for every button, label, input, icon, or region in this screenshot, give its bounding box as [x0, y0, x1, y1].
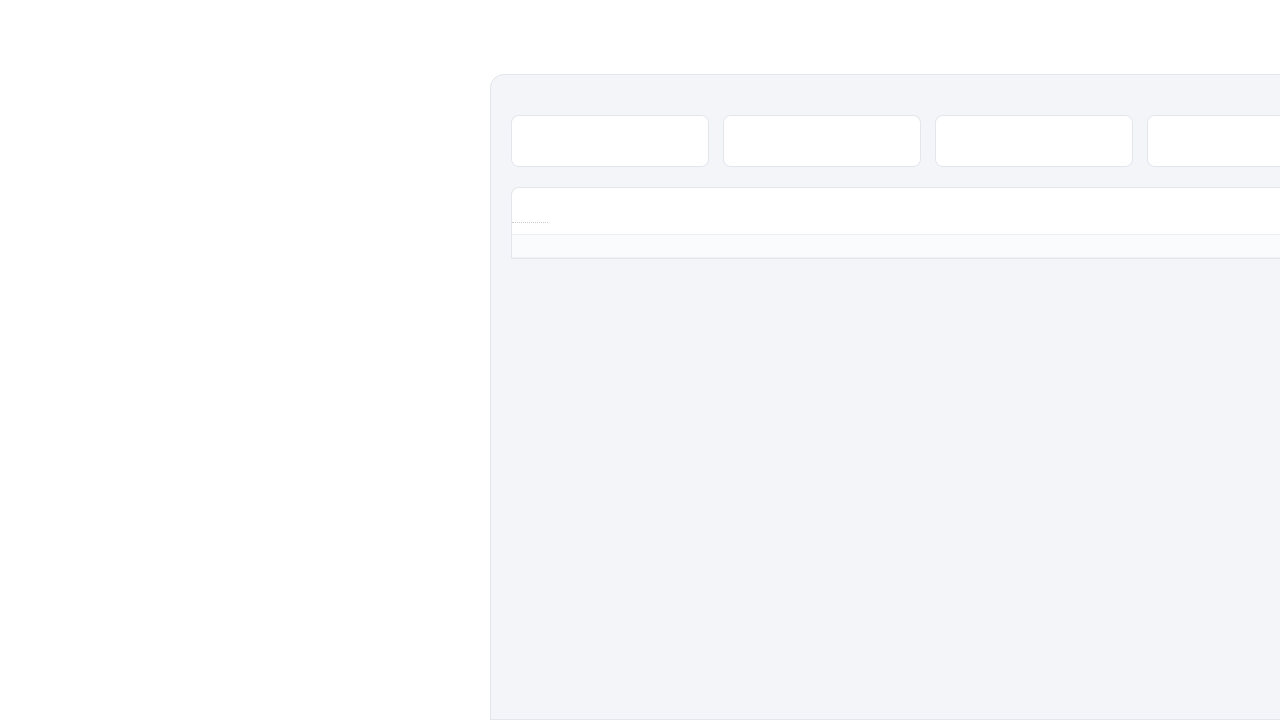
metric-total-emails[interactable]	[511, 115, 709, 167]
col-status[interactable]	[866, 235, 967, 258]
col-open[interactable]	[1048, 235, 1129, 258]
metric-open-rate[interactable]	[723, 115, 921, 167]
campaigns-table	[512, 234, 1280, 258]
table-header-row	[512, 235, 1280, 258]
col-click[interactable]	[1128, 235, 1209, 258]
metric-row	[511, 115, 1280, 167]
metric-sales[interactable]	[1147, 115, 1280, 167]
panel-header	[511, 95, 1280, 97]
col-title[interactable]	[512, 235, 714, 258]
col-sales[interactable]	[1209, 235, 1280, 258]
col-date[interactable]	[714, 235, 866, 258]
table-title	[512, 188, 548, 223]
metric-click-rate[interactable]	[935, 115, 1133, 167]
col-emails[interactable]	[967, 235, 1048, 258]
dashboard-panel	[490, 74, 1280, 720]
marketing-copy-pane	[0, 0, 490, 720]
campaigns-table-card	[511, 187, 1280, 259]
